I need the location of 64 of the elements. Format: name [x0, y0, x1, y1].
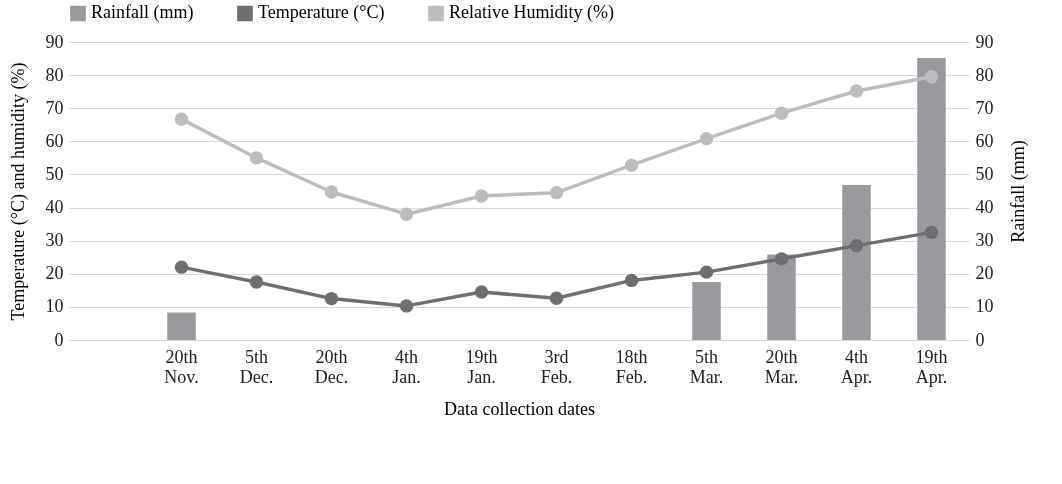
y-tick-label: 90: [45, 31, 64, 52]
y2-tick-label: 80: [975, 64, 994, 85]
point: [774, 106, 789, 120]
point: [774, 252, 789, 266]
bar: [917, 57, 946, 340]
y2-axis-title: Rainfall (mm): [1007, 140, 1029, 243]
point: [699, 131, 714, 146]
point: [174, 112, 189, 126]
x-tick-label: 5th Dec.: [239, 346, 274, 387]
x-axis-title: Data collection dates: [444, 398, 595, 419]
x-tick-label: 5th Mar.: [689, 346, 724, 387]
legend-label: Relative Humidity (%): [449, 2, 614, 24]
y-axis-title: Temperature (°C) and humidity (%): [7, 62, 29, 321]
x-tick-label: 19th Apr.: [915, 346, 948, 387]
point: [399, 299, 414, 313]
point: [849, 84, 864, 98]
y2-tick-label: 0: [975, 329, 985, 350]
x-tick-label: 19th Jan.: [465, 346, 498, 387]
x-tick-label: 18th Feb.: [615, 346, 648, 387]
y2-tick-label: 20: [975, 263, 994, 284]
legend-label: Rainfall (mm): [91, 2, 194, 24]
point: [624, 158, 639, 172]
point: [324, 291, 339, 306]
x-tick-label: 20th Mar.: [764, 346, 799, 387]
x-tick-label: 4th Apr.: [840, 346, 873, 387]
y2-tick-label: 90: [975, 31, 994, 52]
y2-tick-label: 70: [975, 97, 994, 118]
y2-tick-label: 30: [975, 230, 994, 251]
bar: [692, 282, 721, 340]
y2-tick-label: 50: [975, 163, 994, 184]
y-tick-label: 70: [45, 97, 64, 118]
x-tick-label: 3rd Feb.: [540, 346, 573, 387]
y-tick-label: 30: [45, 230, 64, 251]
point: [174, 260, 189, 274]
point: [249, 151, 264, 165]
y-tick-label: 80: [45, 64, 64, 85]
bar: [842, 185, 871, 340]
x-tick-label: 20th Dec.: [314, 346, 349, 387]
y2-tick-label: 10: [975, 296, 994, 317]
legend-label: Temperature (°C): [258, 2, 385, 24]
y2-tick-label: 60: [975, 130, 994, 151]
point: [849, 238, 864, 253]
point: [924, 70, 939, 84]
x-tick-label: 4th Jan.: [392, 346, 421, 387]
point: [474, 189, 489, 203]
point: [474, 285, 489, 299]
point: [399, 207, 414, 221]
point: [249, 275, 264, 289]
y-tick-label: 0: [54, 329, 64, 350]
y2-tick-label: 40: [975, 197, 994, 218]
y-tick-label: 60: [45, 130, 64, 151]
x-tick-label: 20th Nov.: [164, 346, 199, 387]
y-tick-label: 50: [45, 163, 64, 184]
point: [549, 291, 564, 305]
point: [624, 273, 639, 288]
bar: [767, 254, 796, 340]
y-tick-label: 20: [45, 263, 64, 284]
point: [324, 185, 339, 199]
point: [924, 225, 939, 240]
y-tick-label: 40: [45, 197, 64, 218]
bar: [167, 312, 196, 340]
point: [699, 265, 714, 279]
point: [549, 185, 564, 200]
y-tick-label: 10: [45, 296, 64, 317]
